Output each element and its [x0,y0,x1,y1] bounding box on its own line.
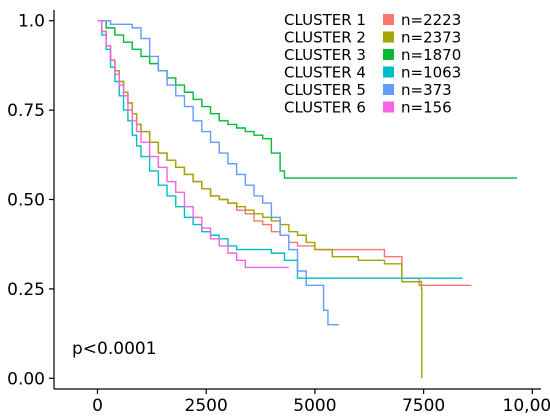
legend: CLUSTER 1 n=2223 CLUSTER 2 n=2373 CLUSTER 3 n… [284,11,461,117]
x-tick-label: 7500 [402,396,445,416]
legend-count-cluster-3: n=1870 [401,46,461,64]
x-tick-label: 0 [92,396,103,416]
y-tick-label: 0.75 [7,101,45,121]
legend-label-cluster-6: CLUSTER 6 [284,99,366,117]
y-tick-label: 0.50 [7,191,45,211]
y-tick-label: 1.0 [18,12,45,32]
legend-label-cluster-2: CLUSTER 2 [284,29,366,47]
survival-curves [97,20,518,379]
legend-swatch-cluster-1 [383,14,394,25]
legend-label-cluster-3: CLUSTER 3 [284,46,366,64]
legend-swatch-cluster-6 [383,101,394,113]
legend-count-cluster-2: n=2373 [401,29,461,47]
legend-swatch-cluster-5 [383,84,394,95]
x-tick-label: 5000 [293,396,336,416]
y-tick-label: 0.25 [7,280,45,300]
legend-label-cluster-1: CLUSTER 1 [284,11,366,29]
curve-cluster-2 [97,20,423,379]
curve-cluster-5 [97,20,339,326]
legend-swatch-cluster-3 [383,49,394,60]
legend-count-cluster-5: n=373 [401,81,452,99]
legend-count-cluster-1: n=2223 [401,11,461,29]
legend-swatch-cluster-2 [383,31,394,43]
curve-cluster-6 [97,20,289,269]
legend-count-cluster-4: n=1063 [401,64,461,82]
legend-label-cluster-4: CLUSTER 4 [284,64,366,82]
axes: 0 2500 5000 7500 10,000 0.00 0.25 0.50 0.75 1.0 [7,10,550,416]
legend-swatch-cluster-4 [383,66,394,78]
curve-cluster-3 [97,20,518,179]
p-value-annotation: p<0.0001 [72,339,157,359]
x-tick-label: 2500 [185,396,228,416]
legend-count-cluster-6: n=156 [401,99,452,117]
y-tick-label: 0.00 [7,369,45,389]
x-tick-label: 10,000 [503,396,550,416]
legend-label-cluster-5: CLUSTER 5 [284,81,366,99]
